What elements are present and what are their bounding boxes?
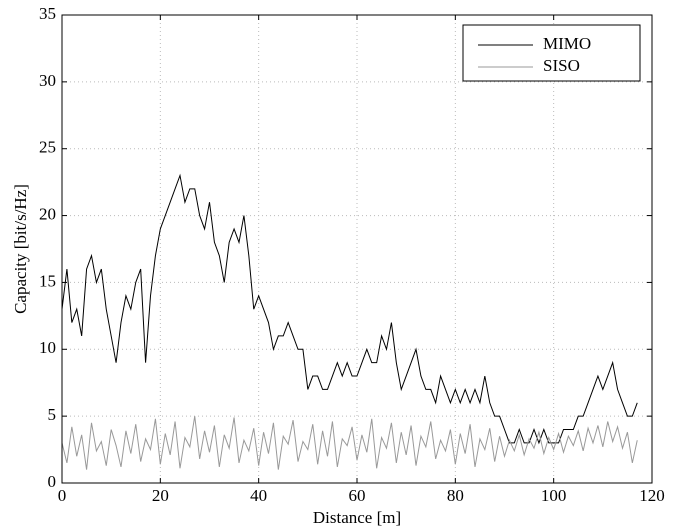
- x-tick-label: 100: [541, 486, 567, 505]
- y-tick-label: 20: [39, 204, 56, 223]
- y-tick-label: 10: [39, 338, 56, 357]
- x-axis-label: Distance [m]: [313, 508, 401, 527]
- x-tick-label: 120: [639, 486, 665, 505]
- legend-label: SISO: [543, 56, 580, 75]
- y-tick-label: 15: [39, 271, 56, 290]
- y-tick-label: 25: [39, 138, 56, 157]
- y-axis-label: Capacity [bit/s/Hz]: [11, 184, 30, 314]
- y-tick-label: 30: [39, 71, 56, 90]
- y-tick-label: 5: [48, 405, 57, 424]
- y-tick-label: 0: [48, 472, 57, 491]
- plot-frame: [61, 14, 653, 484]
- x-tick-label: 60: [349, 486, 366, 505]
- x-tick-label: 40: [250, 486, 267, 505]
- x-tick-label: 80: [447, 486, 464, 505]
- x-tick-label: 0: [58, 486, 67, 505]
- x-tick-label: 20: [152, 486, 169, 505]
- legend-box: [462, 24, 641, 82]
- data-line: [61, 416, 638, 470]
- legend-label: MIMO: [543, 34, 591, 53]
- y-tick-label: 35: [39, 4, 56, 23]
- data-line: [61, 173, 638, 445]
